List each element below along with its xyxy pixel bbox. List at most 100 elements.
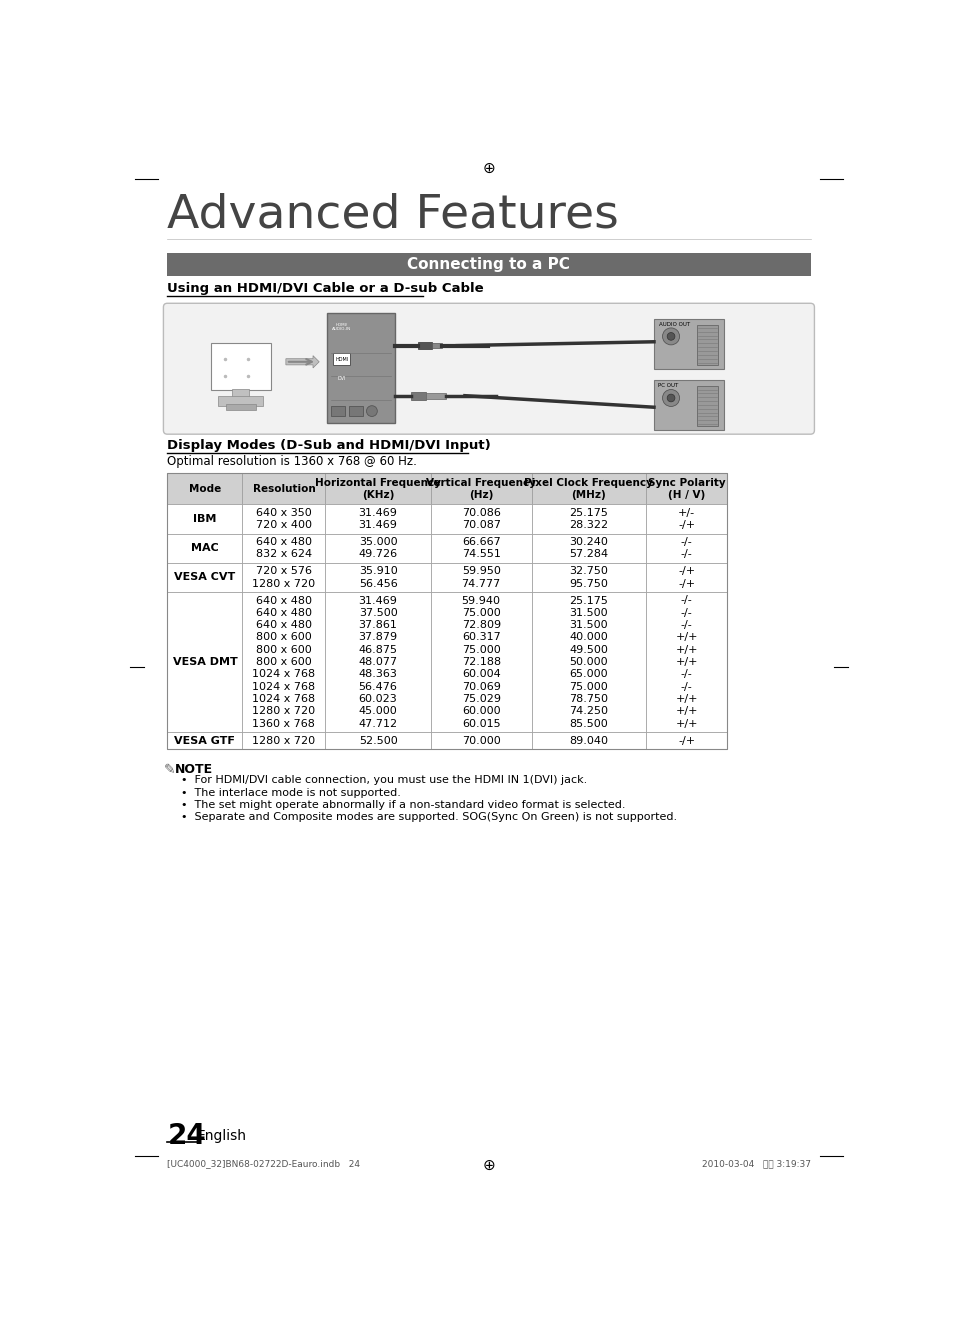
FancyArrow shape bbox=[286, 355, 319, 369]
Text: HDMI: HDMI bbox=[335, 357, 348, 362]
Bar bbox=[218, 396, 263, 406]
Bar bbox=[242, 563, 325, 592]
Circle shape bbox=[661, 390, 679, 407]
Text: 640 x 480: 640 x 480 bbox=[255, 608, 312, 618]
Text: 25.175: 25.175 bbox=[569, 507, 608, 518]
Text: 50.000: 50.000 bbox=[569, 657, 608, 667]
Text: 95.750: 95.750 bbox=[569, 579, 608, 589]
Bar bbox=[327, 313, 395, 423]
Bar bbox=[696, 387, 718, 427]
Text: 1280 x 720: 1280 x 720 bbox=[253, 707, 315, 716]
Text: 74.551: 74.551 bbox=[461, 550, 500, 559]
Text: [UC4000_32]BN68-02722D-Eauro.indb   24: [UC4000_32]BN68-02722D-Eauro.indb 24 bbox=[167, 1159, 360, 1168]
Text: 1024 x 768: 1024 x 768 bbox=[253, 682, 315, 692]
Text: DVI: DVI bbox=[337, 376, 346, 382]
Text: IBM: IBM bbox=[193, 514, 216, 524]
Text: VESA DMT: VESA DMT bbox=[172, 657, 237, 667]
Bar bbox=[531, 563, 645, 592]
Text: 30.240: 30.240 bbox=[569, 536, 608, 547]
Text: 31.469: 31.469 bbox=[358, 520, 397, 530]
Text: HDMI/
AUDIO-IN: HDMI/ AUDIO-IN bbox=[332, 322, 351, 332]
Bar bbox=[167, 732, 242, 749]
Text: -/-: -/- bbox=[679, 550, 692, 559]
Text: 70.086: 70.086 bbox=[461, 507, 500, 518]
Bar bbox=[645, 505, 726, 534]
Text: 60.000: 60.000 bbox=[461, 707, 500, 716]
Bar bbox=[242, 505, 325, 534]
Bar bbox=[167, 563, 242, 592]
Text: 1360 x 768: 1360 x 768 bbox=[253, 719, 315, 729]
Text: 1280 x 720: 1280 x 720 bbox=[253, 579, 315, 589]
Bar bbox=[410, 392, 426, 399]
Bar bbox=[654, 318, 723, 369]
Bar bbox=[325, 534, 431, 563]
Text: Resolution: Resolution bbox=[253, 483, 315, 494]
Text: PC OUT: PC OUT bbox=[658, 383, 678, 388]
Text: +/-: +/- bbox=[678, 507, 695, 518]
Text: +/+: +/+ bbox=[675, 694, 697, 704]
Text: 640 x 350: 640 x 350 bbox=[255, 507, 312, 518]
Text: 45.000: 45.000 bbox=[358, 707, 397, 716]
Text: 37.879: 37.879 bbox=[358, 633, 397, 642]
Bar bbox=[645, 732, 726, 749]
Text: 31.500: 31.500 bbox=[569, 608, 608, 618]
Text: ✎: ✎ bbox=[164, 764, 175, 777]
Text: •  The set might operate abnormally if a non-standard video format is selected.: • The set might operate abnormally if a … bbox=[181, 801, 625, 810]
Text: +/+: +/+ bbox=[675, 719, 697, 729]
Text: -/+: -/+ bbox=[678, 520, 695, 530]
Text: 28.322: 28.322 bbox=[569, 520, 608, 530]
Text: Mode: Mode bbox=[189, 483, 221, 494]
Bar bbox=[431, 732, 531, 749]
Text: -/-: -/- bbox=[679, 536, 692, 547]
Text: Optimal resolution is 1360 x 768 @ 60 Hz.: Optimal resolution is 1360 x 768 @ 60 Hz… bbox=[167, 454, 416, 468]
Text: 48.363: 48.363 bbox=[358, 670, 397, 679]
Bar bbox=[426, 392, 445, 399]
Text: Using an HDMI/DVI Cable or a D-sub Cable: Using an HDMI/DVI Cable or a D-sub Cable bbox=[167, 283, 483, 295]
Text: 75.000: 75.000 bbox=[461, 645, 500, 655]
Text: 74.250: 74.250 bbox=[569, 707, 608, 716]
Text: 720 x 400: 720 x 400 bbox=[255, 520, 312, 530]
Text: 56.476: 56.476 bbox=[358, 682, 397, 692]
Text: 56.456: 56.456 bbox=[358, 579, 397, 589]
Text: -/+: -/+ bbox=[678, 579, 695, 589]
Text: 800 x 600: 800 x 600 bbox=[255, 633, 312, 642]
Text: 800 x 600: 800 x 600 bbox=[255, 645, 312, 655]
Text: 70.087: 70.087 bbox=[461, 520, 500, 530]
Text: 70.000: 70.000 bbox=[461, 736, 500, 745]
Bar bbox=[167, 534, 242, 563]
Text: 85.500: 85.500 bbox=[569, 719, 608, 729]
Text: 78.750: 78.750 bbox=[569, 694, 608, 704]
Text: 72.188: 72.188 bbox=[461, 657, 500, 667]
Text: 49.500: 49.500 bbox=[569, 645, 608, 655]
Text: Connecting to a PC: Connecting to a PC bbox=[407, 258, 570, 272]
Text: -/+: -/+ bbox=[678, 736, 695, 745]
Text: 832 x 624: 832 x 624 bbox=[255, 550, 312, 559]
Bar bbox=[242, 592, 325, 732]
Text: 25.175: 25.175 bbox=[569, 596, 608, 605]
Text: -/-: -/- bbox=[679, 682, 692, 692]
Text: AUDIO OUT: AUDIO OUT bbox=[659, 321, 690, 326]
Text: +/+: +/+ bbox=[675, 633, 697, 642]
Text: Vertical Frequency
(Hz): Vertical Frequency (Hz) bbox=[426, 478, 536, 501]
Bar bbox=[333, 353, 350, 365]
Text: -/-: -/- bbox=[679, 620, 692, 630]
Bar bbox=[645, 473, 726, 505]
Text: 52.500: 52.500 bbox=[358, 736, 397, 745]
Text: 60.317: 60.317 bbox=[461, 633, 500, 642]
Text: 66.667: 66.667 bbox=[461, 536, 500, 547]
Text: 35.910: 35.910 bbox=[358, 567, 397, 576]
Circle shape bbox=[666, 333, 674, 341]
Bar bbox=[418, 342, 432, 350]
Bar bbox=[654, 380, 723, 431]
Circle shape bbox=[666, 394, 674, 402]
Text: •  For HDMI/DVI cable connection, you must use the HDMI IN 1(DVI) jack.: • For HDMI/DVI cable connection, you mus… bbox=[181, 775, 587, 785]
Bar bbox=[167, 592, 242, 732]
Text: •  The interlace mode is not supported.: • The interlace mode is not supported. bbox=[181, 787, 400, 798]
Text: -/-: -/- bbox=[679, 596, 692, 605]
Text: -/-: -/- bbox=[679, 670, 692, 679]
Bar bbox=[645, 534, 726, 563]
Text: 59.940: 59.940 bbox=[461, 596, 500, 605]
Text: ⊕: ⊕ bbox=[482, 1159, 495, 1173]
Text: 35.000: 35.000 bbox=[358, 536, 397, 547]
Bar bbox=[226, 404, 255, 411]
